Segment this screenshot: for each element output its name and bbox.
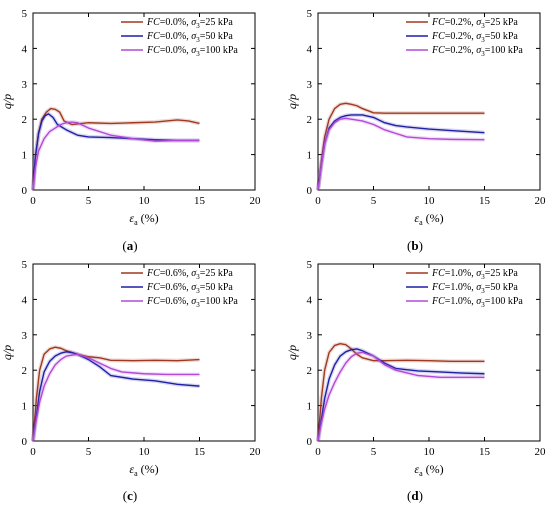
x-tick-label: 5: [371, 446, 377, 458]
x-axis-label: εa (%): [414, 211, 443, 227]
y-tick-label: 1: [307, 401, 313, 413]
legend-entry-2: FC=0.2%, σ3=50 kPa: [431, 31, 518, 44]
x-tick-label: 15: [479, 446, 491, 458]
series-band-3: [316, 350, 485, 442]
y-tick-label: 1: [307, 150, 313, 162]
x-tick-label: 10: [139, 446, 151, 458]
legend-entry-2: FC=0.0%, σ3=50 kPa: [146, 31, 233, 44]
x-tick-label: 15: [479, 195, 491, 207]
y-axis-label: q/p: [0, 345, 14, 360]
y-tick-label: 0: [22, 185, 28, 197]
y-axis-label: q/p: [0, 94, 14, 109]
x-tick-label: 0: [315, 446, 321, 458]
x-axis-label: εa (%): [129, 462, 158, 478]
y-tick-label: 3: [22, 330, 28, 342]
series-line-2: [32, 113, 200, 191]
x-tick-label: 20: [535, 446, 547, 458]
series-line-3: [317, 117, 485, 191]
panel-label: (a): [122, 238, 137, 253]
y-tick-label: 2: [307, 365, 313, 377]
series-line-3: [32, 353, 200, 442]
x-tick-label: 20: [250, 446, 262, 458]
chart-panel-4: 0 5 10 15 20 0 1 2 3 4 5 q/p εa (%) FC=1.0%, σ3=25 kP…: [285, 259, 546, 503]
x-tick-label: 15: [194, 195, 206, 207]
series-line-1: [32, 107, 200, 191]
x-tick-label: 5: [86, 446, 92, 458]
y-tick-label: 0: [22, 436, 28, 448]
series-line-2: [317, 114, 485, 191]
series-band-2: [31, 349, 200, 442]
y-tick-label: 2: [307, 114, 313, 126]
y-tick-label: 3: [22, 79, 28, 91]
series-band-3: [31, 120, 200, 191]
series-line-3: [32, 121, 200, 191]
x-tick-label: 20: [535, 195, 547, 207]
y-tick-label: 5: [307, 259, 313, 271]
x-tick-label: 10: [139, 195, 151, 207]
chart-panel-1: 0 5 10 15 20 0 1 2 3 4 5 q/p εa (%) FC=0.0%, σ3=25 kP…: [0, 8, 261, 253]
y-tick-label: 5: [22, 8, 28, 20]
legend-entry-1: FC=0.0%, σ3=25 kPa: [146, 17, 233, 30]
y-tick-label: 1: [22, 401, 28, 413]
x-tick-label: 20: [250, 195, 262, 207]
x-tick-label: 5: [371, 195, 377, 207]
y-tick-label: 5: [307, 8, 313, 20]
series-band-1: [316, 341, 485, 442]
y-axis-label: q/p: [285, 94, 299, 109]
y-tick-label: 2: [22, 114, 28, 126]
series-line-1: [317, 342, 485, 442]
x-tick-label: 10: [424, 446, 436, 458]
legend-entry-3: FC=0.2%, σ3=100 kPa: [431, 45, 523, 58]
panel-label: (b): [407, 238, 423, 253]
y-tick-label: 4: [22, 294, 28, 306]
y-tick-label: 4: [307, 294, 313, 306]
x-tick-label: 5: [86, 195, 92, 207]
legend-entry-2: FC=0.6%, σ3=50 kPa: [146, 282, 233, 295]
y-tick-label: 5: [22, 259, 28, 271]
legend-entry-1: FC=1.0%, σ3=25 kPa: [431, 268, 518, 281]
x-axis-label: εa (%): [414, 462, 443, 478]
series-line-2: [317, 348, 485, 442]
series-line-2: [32, 351, 200, 442]
x-tick-label: 0: [30, 446, 36, 458]
series-band-3: [31, 352, 200, 442]
panel-label: (c): [123, 488, 137, 503]
legend-entry-2: FC=1.0%, σ3=50 kPa: [431, 282, 518, 295]
series-line-1: [317, 102, 485, 191]
legend-entry-3: FC=0.0%, σ3=100 kPa: [146, 45, 238, 58]
legend-entry-1: FC=0.2%, σ3=25 kPa: [431, 17, 518, 30]
y-tick-label: 2: [22, 365, 28, 377]
x-tick-label: 15: [194, 446, 206, 458]
x-tick-label: 0: [315, 195, 321, 207]
y-tick-label: 1: [22, 150, 28, 162]
x-tick-label: 10: [424, 195, 436, 207]
y-tick-label: 4: [22, 43, 28, 55]
legend-entry-3: FC=0.6%, σ3=100 kPa: [146, 296, 238, 309]
y-tick-label: 3: [307, 330, 313, 342]
y-tick-label: 3: [307, 79, 313, 91]
x-tick-label: 0: [30, 195, 36, 207]
legend-entry-1: FC=0.6%, σ3=25 kPa: [146, 268, 233, 281]
y-tick-label: 0: [307, 436, 313, 448]
panel-label: (d): [407, 488, 423, 503]
y-tick-label: 0: [307, 185, 313, 197]
chart-panel-2: 0 5 10 15 20 0 1 2 3 4 5 q/p εa (%) FC=0.2%, σ3=25 kP…: [285, 8, 546, 253]
y-tick-label: 4: [307, 43, 313, 55]
legend-entry-3: FC=1.0%, σ3=100 kPa: [431, 296, 523, 309]
x-axis-label: εa (%): [129, 211, 158, 227]
chart-panel-3: 0 5 10 15 20 0 1 2 3 4 5 q/p εa (%) FC=0.6%, σ3=25 kP…: [0, 259, 261, 503]
series-line-3: [317, 351, 485, 442]
y-axis-label: q/p: [285, 345, 299, 360]
